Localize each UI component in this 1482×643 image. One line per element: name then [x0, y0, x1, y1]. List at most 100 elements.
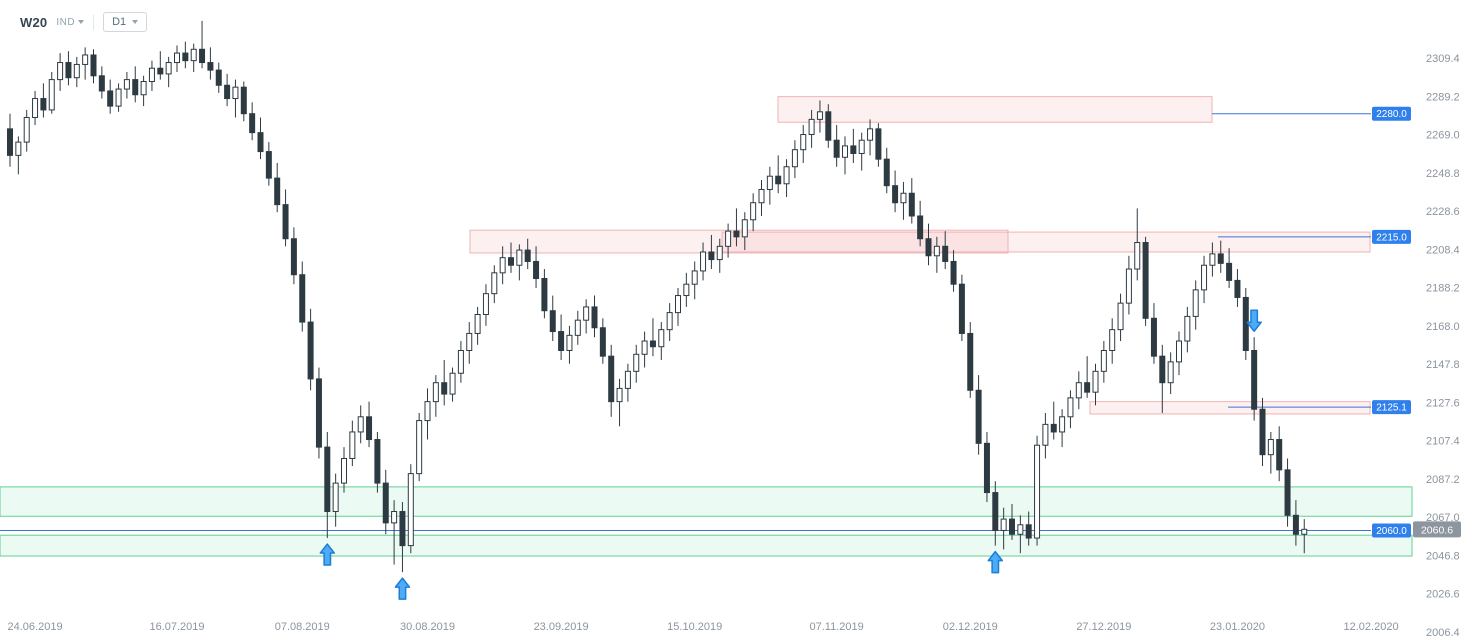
- support-zone[interactable]: [0, 534, 1413, 557]
- candle-body: [800, 134, 807, 151]
- candle-body: [240, 86, 247, 115]
- candle-body: [875, 128, 882, 160]
- candle: [265, 142, 272, 186]
- candle-body: [833, 139, 840, 158]
- y-axis-tick-label: 2269.0: [1426, 130, 1460, 142]
- candle: [1184, 306, 1191, 353]
- candle-body: [1159, 355, 1166, 384]
- candle: [1109, 318, 1116, 364]
- candle: [23, 109, 30, 152]
- price-label-badge[interactable]: [1372, 523, 1411, 538]
- price-lines-layer: [0, 113, 1371, 531]
- candle: [115, 83, 122, 112]
- candle-body: [925, 238, 932, 257]
- candle: [1301, 519, 1308, 554]
- candle: [725, 223, 732, 258]
- candle-body: [558, 331, 565, 351]
- candle-body: [825, 111, 832, 141]
- candle: [449, 367, 456, 402]
- resistance-zone[interactable]: [721, 231, 1371, 253]
- candle-body: [1100, 349, 1107, 372]
- y-axis-tick-label: 2107.4: [1426, 436, 1460, 448]
- candle-body: [249, 113, 256, 134]
- price-label-text: 2125.1: [1376, 403, 1407, 414]
- candle-body: [307, 321, 314, 380]
- support-zone[interactable]: [0, 486, 1413, 517]
- candle: [800, 125, 807, 163]
- candle-body: [374, 439, 381, 484]
- candle-body: [174, 52, 180, 64]
- candle: [424, 388, 431, 440]
- candle: [925, 223, 932, 266]
- price-label-badge[interactable]: [1372, 400, 1411, 415]
- candle-body: [82, 54, 89, 65]
- resistance-zone[interactable]: [469, 229, 1009, 254]
- candle-body: [608, 355, 615, 403]
- candle-body: [357, 416, 364, 433]
- candle-body: [1125, 268, 1132, 304]
- candle-body: [1234, 279, 1241, 298]
- candle: [1134, 208, 1141, 281]
- instrument-type-dropdown[interactable]: IND: [56, 17, 85, 28]
- candle: [942, 231, 949, 270]
- resistance-zone[interactable]: [1089, 401, 1371, 415]
- candle: [750, 193, 757, 232]
- x-axis-tick-label: 07.11.2019: [810, 621, 864, 633]
- candle-body: [624, 370, 631, 389]
- candle-body: [282, 204, 289, 240]
- candle: [958, 274, 965, 342]
- candle: [1050, 401, 1057, 440]
- candle: [533, 246, 540, 288]
- candle: [766, 166, 773, 205]
- candle-body: [215, 69, 222, 86]
- candle: [307, 308, 314, 391]
- y-axis-tick-label: 2289.2: [1426, 91, 1460, 103]
- candle-body: [457, 349, 464, 374]
- candle: [349, 420, 356, 467]
- candle: [591, 295, 598, 338]
- resistance-zone[interactable]: [777, 96, 1213, 123]
- candle-body: [416, 420, 423, 475]
- candle-body: [265, 151, 272, 179]
- candle: [7, 113, 13, 167]
- candle-body: [766, 175, 773, 190]
- markers-layer: [319, 309, 1262, 600]
- zones-layer: [0, 96, 1413, 557]
- candle: [215, 62, 222, 93]
- candle-body: [992, 492, 999, 531]
- candle: [816, 100, 823, 133]
- x-axis-tick-label: 12.02.2020: [1344, 621, 1399, 633]
- candle-body: [140, 80, 147, 96]
- y-axis-tick-label: 2127.6: [1426, 397, 1460, 409]
- candle: [1234, 269, 1241, 307]
- candle: [315, 367, 322, 459]
- candle: [182, 41, 189, 69]
- candle-body: [399, 511, 406, 547]
- candle-body: [816, 111, 823, 120]
- candle-body: [182, 52, 189, 62]
- candle: [1092, 363, 1099, 406]
- candle-body: [1226, 262, 1233, 281]
- candle: [82, 47, 89, 80]
- candle: [983, 431, 990, 503]
- candle: [482, 284, 489, 326]
- candle: [98, 66, 105, 99]
- candle-body: [449, 372, 456, 395]
- x-axis-tick-label: 02.12.2019: [943, 621, 998, 633]
- candle-body: [1251, 349, 1258, 410]
- candle-body: [499, 257, 506, 274]
- candle-body: [967, 332, 974, 391]
- price-label-badge[interactable]: [1372, 106, 1411, 121]
- candle-body: [741, 219, 748, 238]
- price-label-badge[interactable]: [1372, 229, 1411, 244]
- timeframe-dropdown[interactable]: D1: [103, 12, 148, 32]
- candle: [232, 79, 239, 118]
- candle-body: [783, 166, 790, 185]
- candle: [1017, 515, 1024, 554]
- candle-body: [441, 382, 448, 395]
- candle-body: [1075, 382, 1082, 399]
- candle-body: [808, 118, 815, 136]
- y-axis-tick-label: 2087.2: [1426, 474, 1460, 486]
- candle: [123, 72, 130, 99]
